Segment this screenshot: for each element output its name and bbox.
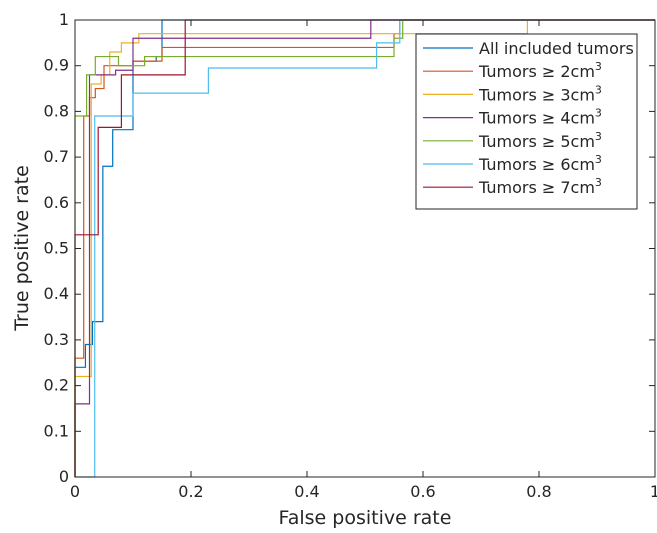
y-tick-label: 0.8 xyxy=(44,101,69,120)
y-tick-label: 0.9 xyxy=(44,56,69,75)
y-axis-label: True positive rate xyxy=(11,165,33,332)
x-tick-label: 0.8 xyxy=(526,482,551,501)
legend-label-7: Tumors ≥ 7cm3 xyxy=(478,176,602,197)
x-tick-label: 0.4 xyxy=(294,482,319,501)
y-tick-label: 0.2 xyxy=(44,376,69,395)
y-tick-label: 1 xyxy=(59,10,69,29)
y-tick-label: 0.4 xyxy=(44,284,69,303)
y-tick-label: 0 xyxy=(59,467,69,486)
legend-box xyxy=(415,33,638,210)
y-tick-label: 0.5 xyxy=(44,239,69,258)
x-tick-label: 1 xyxy=(650,482,657,501)
x-axis-label: False positive rate xyxy=(279,507,452,529)
x-axis-ticks: 0 0.2 0.4 0.6 0.8 1 xyxy=(70,20,657,501)
x-tick-label: 0 xyxy=(70,482,80,501)
legend-label-2: Tumors ≥ 2cm3 xyxy=(478,60,602,81)
y-tick-label: 0.1 xyxy=(44,421,69,440)
series-lines xyxy=(74,19,655,478)
y-tick-label: 0.3 xyxy=(44,330,69,349)
series-line-3 xyxy=(74,19,655,477)
legend-label-4: Tumors ≥ 4cm3 xyxy=(478,107,602,128)
legend-label-1: All included tumors xyxy=(479,39,634,58)
legend-label-6: Tumors ≥ 6cm3 xyxy=(478,153,602,174)
x-tick-label: 0.6 xyxy=(410,482,435,501)
y-tick-label: 0.6 xyxy=(44,193,69,212)
y-tick-label: 0.7 xyxy=(44,147,69,166)
series-line-6 xyxy=(75,19,655,478)
legend-label-3: Tumors ≥ 3cm3 xyxy=(478,83,602,104)
y-axis-ticks: 0 0.1 0.2 0.3 0.4 0.5 0.6 0.7 0.8 0.9 1 xyxy=(44,10,655,486)
series-line-7 xyxy=(74,19,655,477)
series-line-4 xyxy=(74,19,655,477)
x-tick-label: 0.2 xyxy=(178,482,203,501)
legend-label-5: Tumors ≥ 5cm3 xyxy=(478,130,602,151)
